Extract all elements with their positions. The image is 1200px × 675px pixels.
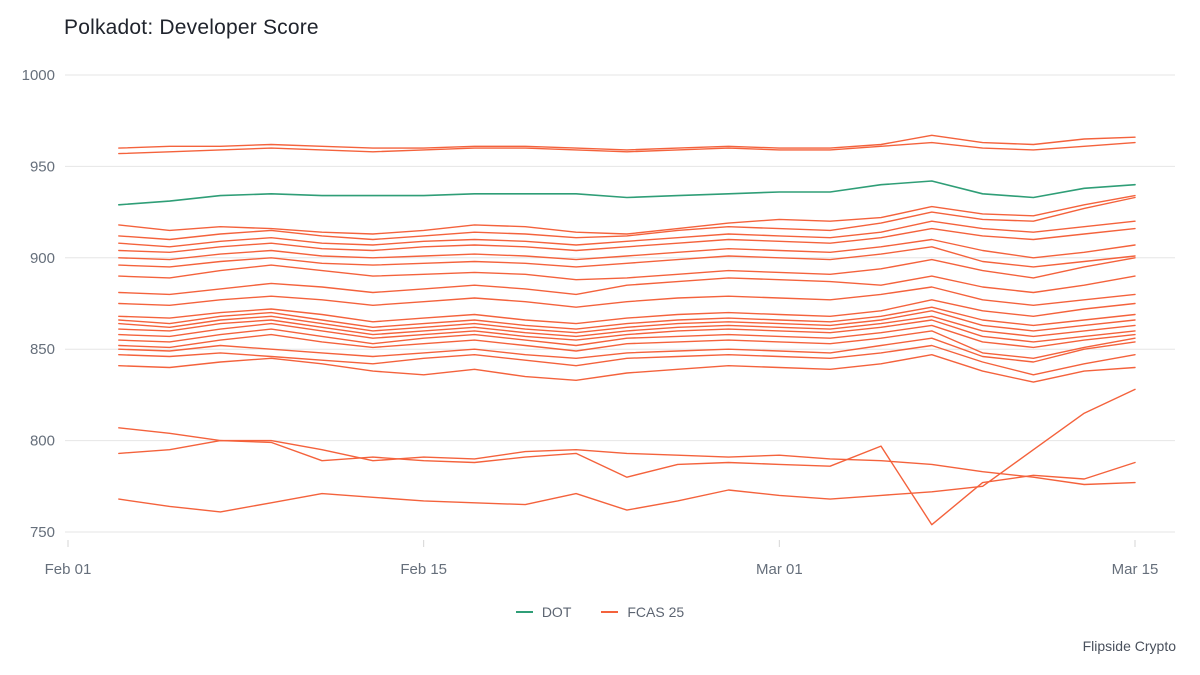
dot-line-swatch-icon [515, 611, 533, 613]
series-line-fcas-25 [118, 427, 1136, 486]
series-line-fcas-25 [118, 439, 1136, 526]
y-axis-tick-label: 800 [30, 433, 55, 450]
series-line-fcas-25 [118, 388, 1136, 513]
series-line-fcas-25 [118, 299, 1136, 325]
y-axis-tick-label: 850 [30, 341, 55, 358]
series-line-fcas-25 [118, 310, 1136, 334]
series-line-fcas-25 [118, 238, 1136, 261]
series-line-fcas-25 [118, 196, 1136, 241]
series-line-fcas-25 [118, 220, 1136, 248]
series-line-fcas-25 [118, 344, 1136, 376]
series-line-fcas-25 [118, 275, 1136, 296]
fcas-line-swatch-icon [601, 611, 619, 613]
y-axis-tick-label: 750 [30, 524, 55, 541]
legend-label-fcas: FCAS 25 [627, 604, 685, 620]
series-line-fcas-25 [118, 134, 1136, 151]
series-line-fcas-25 [118, 337, 1136, 363]
x-axis-tick-label: Mar 01 [756, 561, 803, 578]
series-line-dot [118, 180, 1136, 206]
legend-item-fcas[interactable]: FCAS 25 [601, 604, 684, 620]
attribution: Flipside Crypto [1082, 638, 1176, 654]
series-line-fcas-25 [118, 286, 1136, 308]
series-line-fcas-25 [118, 194, 1136, 235]
series-line-fcas-25 [118, 246, 1136, 268]
series-line-fcas-25 [118, 227, 1136, 254]
series-line-fcas-25 [118, 306, 1136, 330]
series-line-fcas-25 [118, 324, 1136, 349]
series-line-fcas-25 [118, 319, 1136, 343]
series-line-fcas-25 [118, 330, 1136, 359]
chart-title: Polkadot: Developer Score [64, 16, 319, 39]
x-axis-tick-label: Feb 15 [400, 561, 447, 578]
series-line-fcas-25 [118, 315, 1136, 338]
y-axis-tick-label: 950 [30, 158, 55, 175]
legend-label-dot: DOT [541, 604, 572, 620]
series-line-fcas-25 [118, 354, 1136, 383]
x-axis-tick-label: Mar 15 [1112, 561, 1159, 578]
y-axis-tick-label: 1000 [22, 67, 55, 84]
legend: DOT FCAS 25 [0, 604, 1200, 620]
series-line-fcas-25 [118, 141, 1136, 155]
series-line-fcas-25 [118, 257, 1136, 281]
legend-item-dot[interactable]: DOT [515, 604, 572, 620]
y-axis-tick-label: 900 [30, 250, 55, 267]
x-axis-tick-label: Feb 01 [45, 561, 92, 578]
